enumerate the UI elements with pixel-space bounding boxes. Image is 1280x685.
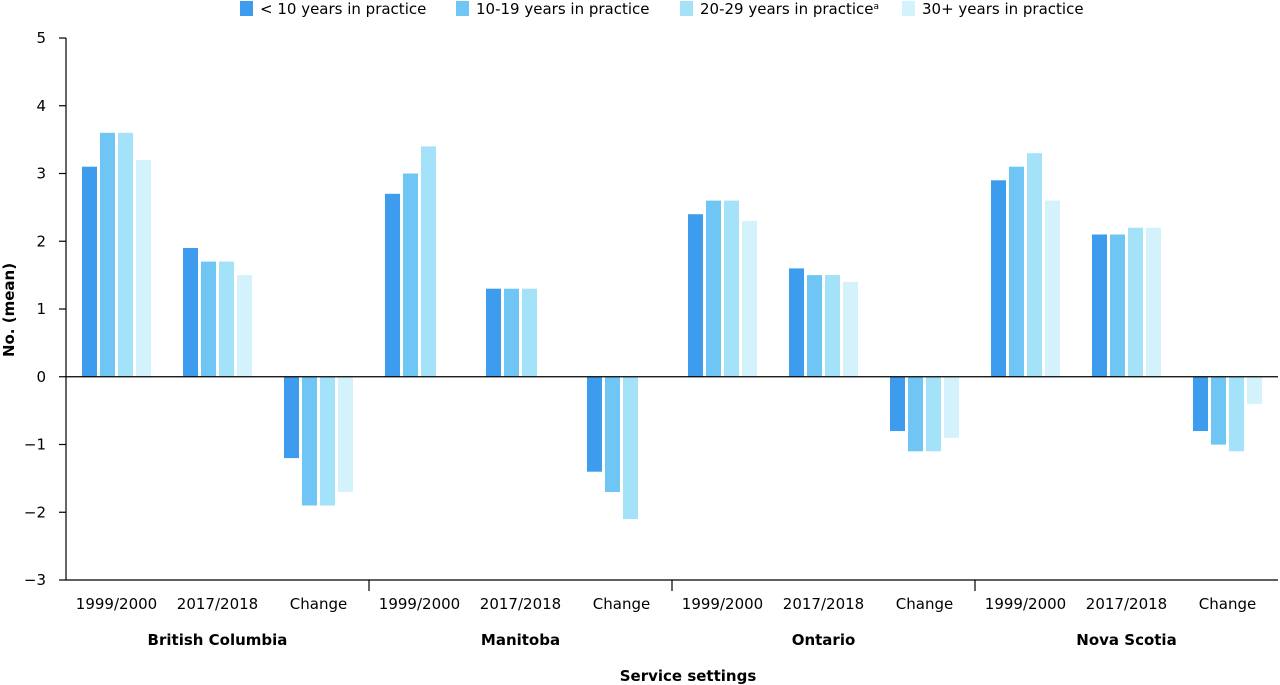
legend-label: 20-29 years in practicea <box>700 0 879 18</box>
bar <box>1009 166 1024 377</box>
bar <box>522 288 537 377</box>
bar <box>991 180 1006 377</box>
bar <box>237 275 252 377</box>
bar <box>183 248 198 377</box>
x-tick-label: 1999/2000 <box>379 595 460 613</box>
bar <box>385 193 400 377</box>
bar <box>724 200 739 377</box>
legend-swatch <box>680 1 693 16</box>
bar <box>284 376 299 459</box>
bar <box>706 200 721 377</box>
bar <box>1229 376 1244 452</box>
legend-label: 10-19 years in practice <box>476 0 650 18</box>
group-label: Nova Scotia <box>1076 631 1176 649</box>
bar <box>944 376 959 438</box>
bar <box>320 376 335 506</box>
group-label: Ontario <box>792 631 856 649</box>
y-tick-label: −3 <box>24 571 46 589</box>
x-axis-title: Service settings <box>620 667 757 685</box>
bar <box>825 275 840 377</box>
bar <box>926 376 941 452</box>
x-tick-label: 1999/2000 <box>985 595 1066 613</box>
bar <box>1211 376 1226 445</box>
bar <box>82 166 97 377</box>
bar <box>587 376 602 472</box>
bar <box>623 376 638 520</box>
bar <box>504 288 519 377</box>
bars <box>82 132 1262 520</box>
bar <box>1128 227 1143 377</box>
bar <box>1146 227 1161 377</box>
legend-footnote-marker: a <box>874 2 880 12</box>
bar <box>1193 376 1208 431</box>
legend-label: < 10 years in practice <box>260 0 426 18</box>
bar <box>118 132 133 377</box>
y-tick-label: −1 <box>24 436 46 454</box>
x-tick-label: 2017/2018 <box>480 595 561 613</box>
bar <box>421 146 436 377</box>
bar <box>1247 376 1262 404</box>
bar <box>742 220 757 377</box>
y-tick-label: 2 <box>36 232 46 250</box>
y-tick-label: 0 <box>36 368 46 386</box>
x-tick-label: 1999/2000 <box>682 595 763 613</box>
x-tick-label: 2017/2018 <box>783 595 864 613</box>
bar <box>100 132 115 377</box>
bar <box>688 214 703 377</box>
bar <box>201 261 216 377</box>
bar <box>1110 234 1125 377</box>
y-axis: 5 4 3 2 1 0 −1 −2 −3 <box>24 29 67 589</box>
x-tick-label: 1999/2000 <box>76 595 157 613</box>
bar <box>486 288 501 377</box>
bar <box>403 173 418 377</box>
group-label: Manitoba <box>481 631 560 649</box>
bar <box>605 376 620 492</box>
x-tick-label: Change <box>896 595 953 613</box>
legend-swatch <box>456 1 469 16</box>
bar <box>789 268 804 377</box>
y-tick-label: 1 <box>36 300 46 318</box>
x-tick-label: Change <box>290 595 347 613</box>
bar <box>338 376 353 492</box>
y-axis-title: No. (mean) <box>0 263 18 357</box>
legend-label: 30+ years in practice <box>922 0 1084 18</box>
bar <box>908 376 923 452</box>
y-tick-label: 5 <box>36 29 46 47</box>
x-tick-label: 2017/2018 <box>177 595 258 613</box>
chart-legend: < 10 years in practice 10-19 years in pra… <box>240 0 1084 18</box>
y-tick-label: 4 <box>36 97 46 115</box>
bar <box>136 159 151 377</box>
bar <box>1045 200 1060 377</box>
bar <box>1027 153 1042 377</box>
group-label: British Columbia <box>148 631 288 649</box>
bar <box>1092 234 1107 377</box>
x-tick-label: Change <box>1199 595 1256 613</box>
y-tick-label: −2 <box>24 503 46 521</box>
bar <box>219 261 234 377</box>
x-tick-label: Change <box>593 595 650 613</box>
bar <box>302 376 317 506</box>
legend-swatch <box>240 1 253 16</box>
x-tick-label: 2017/2018 <box>1086 595 1167 613</box>
bar <box>843 281 858 377</box>
bar <box>807 275 822 377</box>
bar <box>890 376 905 431</box>
legend-swatch <box>902 1 915 16</box>
y-tick-label: 3 <box>36 165 46 183</box>
